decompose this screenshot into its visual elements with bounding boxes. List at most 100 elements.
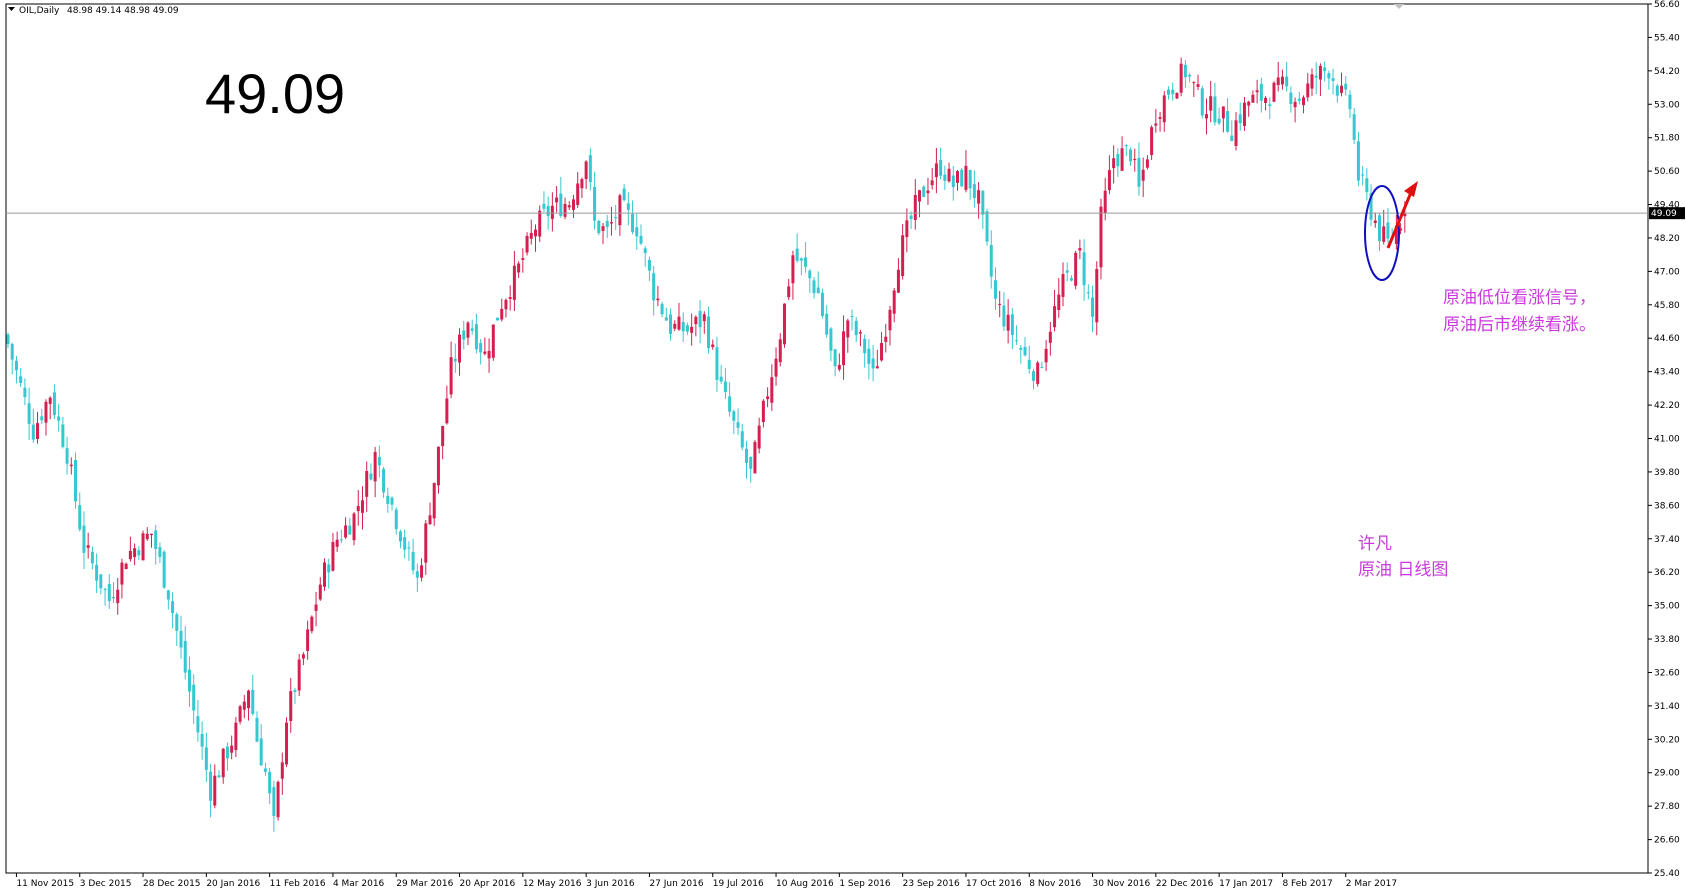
author-annotation: 许凡 原油 日线图	[1358, 534, 1448, 580]
candle-body	[19, 376, 23, 384]
candle-body	[1010, 314, 1014, 336]
candle-body	[770, 377, 774, 403]
x-tick-label: 22 Dec 2016	[1156, 879, 1214, 889]
candle-body	[137, 550, 141, 556]
x-axis: 11 Nov 2015 3 Dec 2015 28 Dec 2015 20 Jan 2…	[15, 873, 1397, 889]
candle-body	[753, 441, 757, 474]
candle-body	[289, 691, 293, 721]
candle-body	[1209, 96, 1213, 111]
candle-body	[534, 229, 537, 237]
candle-body	[993, 280, 997, 299]
candle-body	[1027, 359, 1031, 369]
candle-body	[1306, 83, 1310, 98]
candle-body	[69, 464, 73, 467]
candle-body	[57, 416, 61, 421]
candle-body	[647, 259, 651, 271]
y-tick-label: 27.80	[1654, 802, 1680, 812]
candle-body	[1112, 158, 1116, 169]
candle-body	[1302, 97, 1306, 106]
candle-body	[462, 330, 466, 340]
x-tick-label: 19 Jul 2016	[713, 879, 764, 889]
candle-body	[799, 258, 803, 261]
candle-body	[896, 269, 900, 293]
signal-note-line-1: 原油低位看涨信号，	[1443, 288, 1596, 308]
shift-marker-icon[interactable]	[1394, 4, 1404, 9]
candle-body	[1141, 169, 1145, 181]
candle-body	[723, 381, 727, 392]
y-tick-label: 29.00	[1654, 769, 1680, 779]
candle-body	[373, 451, 377, 482]
x-tick-label: 8 Feb 2017	[1282, 879, 1332, 889]
candle-body	[1183, 64, 1187, 78]
y-tick-label: 25.40	[1654, 869, 1680, 879]
candle-body	[6, 334, 10, 345]
candle-body	[40, 416, 44, 421]
x-tick-label: 4 Mar 2016	[333, 879, 385, 889]
candle-body	[854, 320, 858, 336]
candle-body	[301, 654, 305, 659]
candle-body	[470, 328, 474, 331]
candle-body	[884, 336, 888, 342]
candle-body	[1268, 104, 1272, 107]
candle-body	[947, 168, 951, 182]
candle-body	[107, 583, 111, 602]
candle-body	[1344, 83, 1348, 90]
candle-body	[571, 199, 575, 210]
candle-body	[31, 424, 35, 440]
candle-body	[711, 344, 715, 348]
candle-body	[960, 169, 964, 187]
candle-body	[1069, 278, 1073, 281]
candle-body	[276, 781, 280, 818]
candle-body	[740, 431, 744, 448]
candle-body	[1095, 268, 1099, 323]
candle-body	[310, 616, 314, 632]
x-tick-label: 27 Jun 2016	[649, 879, 703, 889]
candle-body	[593, 187, 597, 221]
candle-body	[128, 550, 132, 560]
candle-body	[918, 190, 922, 202]
candle-body	[567, 205, 571, 208]
y-tick-label: 49.40	[1654, 201, 1680, 211]
candle-body	[951, 175, 955, 188]
candle-body	[774, 358, 778, 377]
candle-body	[428, 515, 432, 525]
candle-body	[943, 174, 947, 181]
candle-body	[238, 706, 242, 722]
candle-body	[27, 403, 31, 424]
candle-body	[1150, 127, 1154, 155]
candle-body	[1230, 135, 1234, 142]
candle-body	[14, 360, 18, 371]
candle-body	[1048, 331, 1052, 343]
x-tick-label: 30 Nov 2016	[1093, 879, 1151, 889]
candle-body	[285, 722, 289, 765]
signal-annotation: 原油低位看涨信号， 原油后市继续看涨。	[1443, 288, 1596, 335]
candle-body	[1259, 83, 1263, 101]
y-tick-label: 32.60	[1654, 668, 1680, 678]
candle-body	[829, 328, 833, 351]
candle-body	[116, 589, 120, 604]
candle-body	[48, 397, 52, 404]
candle-body	[989, 244, 993, 277]
candle-body	[1061, 274, 1065, 297]
y-tick-label: 53.00	[1654, 100, 1680, 110]
current-price-box	[1649, 207, 1685, 220]
up-arrow-shaft	[1386, 189, 1414, 249]
candle-body	[745, 448, 748, 463]
candle-body	[1179, 63, 1183, 93]
candle-body	[833, 349, 837, 367]
candle-body	[913, 195, 917, 220]
dropdown-triangle-icon[interactable]	[8, 7, 15, 11]
candle-body	[1082, 252, 1086, 286]
candle-body	[1074, 252, 1078, 286]
candle-body	[1238, 114, 1242, 124]
candle-body	[171, 601, 175, 614]
candle-body	[892, 290, 896, 314]
candle-body	[1158, 117, 1162, 119]
candle-body	[103, 589, 107, 591]
candle-body	[432, 482, 436, 519]
candle-body	[1234, 120, 1238, 146]
candle-body	[445, 398, 449, 424]
